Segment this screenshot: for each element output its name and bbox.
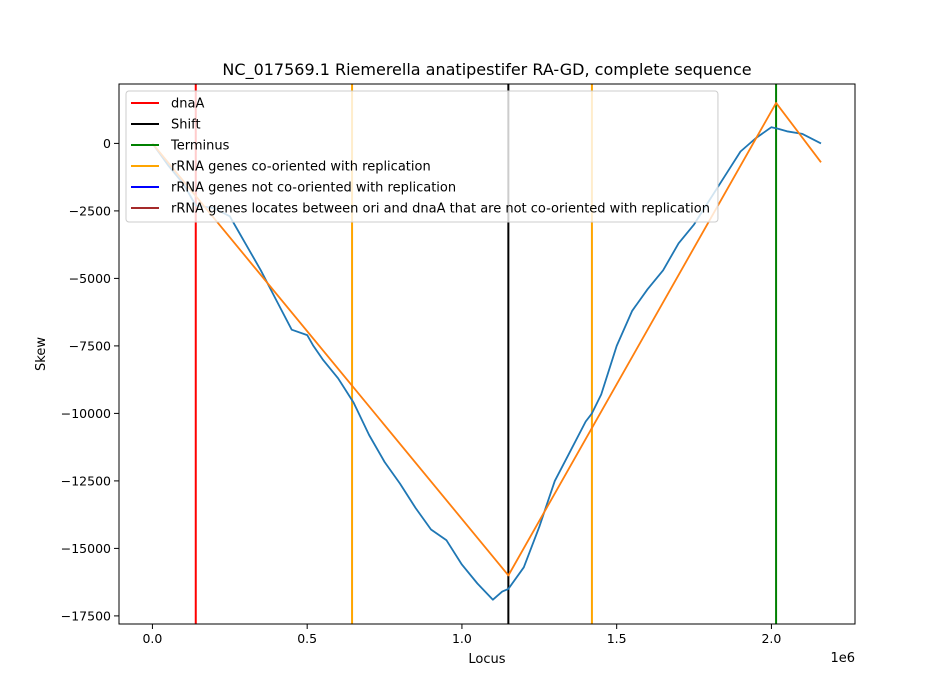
x-tick-label-0: 0.0 [142,631,162,646]
x-tick-label-2: 1.0 [452,631,472,646]
y-tick-label-7: −17500 [61,608,111,623]
chart-title: NC_017569.1 Riemerella anatipestifer RA-… [222,60,751,80]
legend: dnaA Shift Terminus rRNA genes co-oriented … [125,90,719,223]
legend-label-1: Shift [171,118,201,133]
y-tick-label-0: 0 [103,136,111,151]
legend-label-4: rRNA genes not co-oriented with replicat… [171,181,456,196]
plot-frame [118,83,856,625]
x-tick-label-4: 2.0 [761,631,781,646]
y-tick-label-1: −2500 [69,203,111,218]
y-axis: 0 −2500 −5000 −7500 −10000 −12500 −15000 −17500 [61,136,119,623]
legend-label-5: rRNA genes locates between ori and dnaA … [171,202,710,217]
y-tick-label-6: −15000 [61,541,111,556]
x-axis: 0.0 0.5 1.0 1.5 2.0 [142,624,781,646]
x-tick-label-1: 0.5 [297,631,317,646]
x-axis-offset-label: 1e6 [830,651,855,666]
legend-box [125,90,719,223]
y-tick-label-5: −12500 [61,473,111,488]
x-axis-label: Locus [468,652,505,667]
x-tick-label-3: 1.5 [607,631,627,646]
y-tick-label-4: −10000 [61,406,111,421]
y-tick-label-2: −5000 [69,271,111,286]
y-axis-label: Skew [34,337,49,371]
legend-label-0: dnaA [171,97,204,112]
legend-label-3: rRNA genes co-oriented with replication [171,160,431,175]
legend-label-2: Terminus [170,139,230,154]
y-tick-label-3: −7500 [69,338,111,353]
series-line-1 [151,102,822,577]
